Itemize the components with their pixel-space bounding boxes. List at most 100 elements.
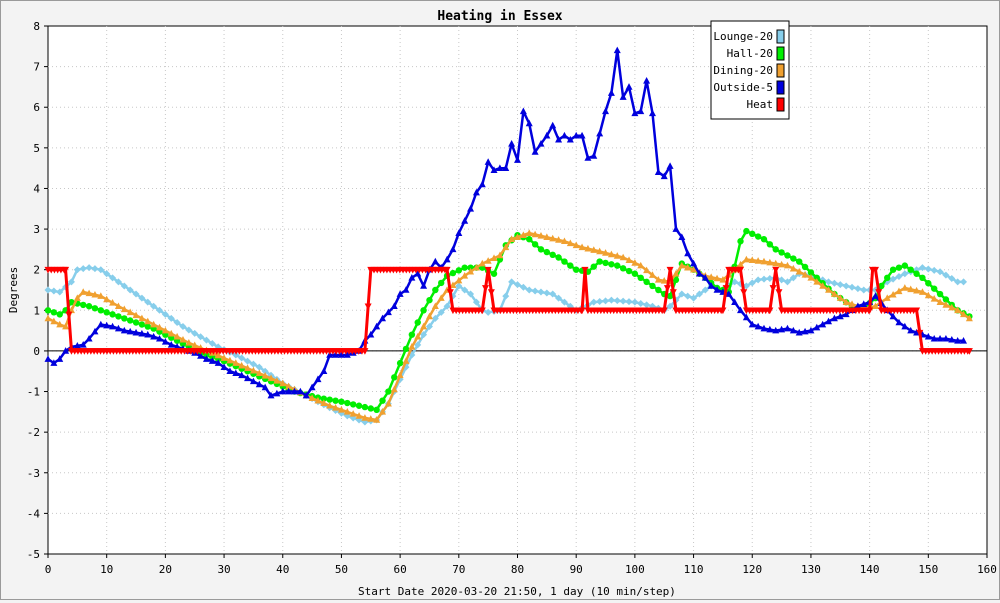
dining-20-marker: [461, 271, 469, 279]
dining-20-marker: [373, 416, 381, 423]
outside-5-marker: [795, 328, 803, 336]
lounge-20-marker: [44, 286, 52, 294]
hall-20-marker: [68, 298, 75, 306]
outside-5-marker: [91, 327, 99, 335]
hall-20-marker: [455, 267, 463, 274]
lounge-20-marker: [731, 278, 739, 286]
outside-5-marker: [643, 77, 651, 84]
hall-20-marker: [332, 397, 339, 404]
hall-20-marker: [490, 270, 498, 277]
x-tick-label: 110: [684, 563, 704, 576]
hall-20-marker: [807, 269, 815, 276]
x-tick-label: 130: [801, 563, 821, 576]
lounge-20-marker: [103, 270, 111, 278]
x-tick-label: 140: [860, 563, 880, 576]
lounge-20-marker: [455, 282, 463, 290]
dining-20-marker: [848, 300, 856, 308]
legend-swatch-heat: [776, 97, 785, 112]
outside-5-marker: [138, 329, 146, 337]
outside-5-marker: [954, 336, 962, 344]
lounge-20-marker: [701, 286, 709, 294]
hall-20-marker: [784, 252, 791, 259]
outside-5-marker: [249, 377, 257, 385]
lounge-20-marker: [789, 274, 797, 282]
dining-20-marker: [936, 298, 944, 305]
dining-20-marker: [913, 286, 921, 294]
dining-20-marker: [114, 302, 122, 310]
dining-20-marker: [220, 354, 228, 361]
lounge-20-marker: [238, 354, 246, 362]
outside-5-marker: [707, 282, 715, 289]
y-tick-label: 0: [33, 345, 40, 358]
heat-marker: [581, 266, 589, 274]
hall-20-marker: [790, 255, 797, 262]
dining-20-marker: [496, 251, 504, 259]
hall-20-marker: [572, 266, 580, 273]
outside-5-marker: [396, 290, 404, 297]
outside-5-marker: [543, 131, 551, 139]
legend-swatch-dining-20: [776, 63, 785, 78]
x-axis-ticks: 0 10 20 30 40 50 60 70 80 90 100 110 120 130 140 150 160: [45, 554, 997, 576]
lounge-20-marker: [901, 270, 909, 278]
outside-5-marker: [290, 387, 298, 395]
outside-5-marker: [208, 357, 216, 364]
outside-5-marker: [713, 286, 721, 293]
dining-20-marker: [126, 308, 134, 316]
dining-20-marker: [754, 257, 762, 264]
dining-20-marker: [930, 295, 938, 302]
lounge-20-marker: [514, 281, 521, 289]
series-group: [44, 46, 973, 426]
dining-20-marker: [631, 259, 639, 266]
legend-swatch-outside-5: [776, 80, 785, 95]
x-tick-label: 120: [742, 563, 762, 576]
dining-20-marker: [326, 401, 334, 409]
outside-5-marker: [789, 326, 797, 334]
heat-marker: [871, 266, 879, 274]
dining-20-marker: [965, 314, 973, 322]
lounge-20-marker: [437, 308, 445, 316]
lounge-20-marker: [85, 264, 93, 272]
dining-20-marker: [249, 366, 257, 374]
outside-5-marker: [948, 335, 956, 343]
outside-5-marker: [279, 387, 287, 395]
outside-5-marker: [596, 129, 604, 137]
x-tick-label: 50: [335, 563, 348, 576]
heat-marker: [740, 289, 748, 296]
outside-5-marker: [103, 321, 111, 329]
y-tick-label: 6: [33, 101, 40, 114]
dining-20-marker: [713, 274, 721, 282]
dining-20-marker: [760, 257, 768, 265]
dining-20-marker: [748, 256, 756, 264]
x-tick-label: 90: [570, 563, 583, 576]
outside-5-marker: [895, 318, 903, 326]
lounge-20-marker: [173, 318, 181, 326]
dining-20-marker: [62, 322, 70, 330]
dining-20-marker: [279, 379, 287, 387]
outside-5-marker: [126, 327, 134, 335]
dining-20-marker: [179, 335, 187, 343]
lounge-20-marker: [138, 294, 146, 302]
hall-20-marker: [367, 405, 374, 412]
hall-20-marker: [590, 263, 597, 270]
outside-5-marker: [578, 131, 586, 139]
dining-20-marker: [537, 232, 545, 239]
lounge-20-marker: [613, 297, 621, 305]
dining-20-marker: [91, 290, 99, 298]
lounge-20-marker: [91, 265, 99, 273]
dining-20-marker: [191, 341, 199, 349]
dining-20-marker: [167, 329, 175, 337]
outside-5-marker: [197, 352, 205, 359]
hall-20-marker: [913, 270, 920, 277]
outside-5-marker: [566, 135, 574, 143]
hall-20-marker: [907, 266, 914, 273]
legend-swatch-lounge-20: [776, 29, 785, 44]
dining-20-marker: [238, 361, 246, 369]
outside-5-marker: [942, 334, 950, 342]
dining-20-marker: [103, 295, 111, 303]
dining-20-marker: [267, 374, 275, 382]
y-tick-label: -2: [27, 426, 40, 439]
outside-5-marker: [772, 326, 780, 334]
dining-20-marker: [637, 261, 645, 269]
lounge-20-marker: [936, 268, 944, 276]
dining-20-marker: [901, 284, 909, 291]
